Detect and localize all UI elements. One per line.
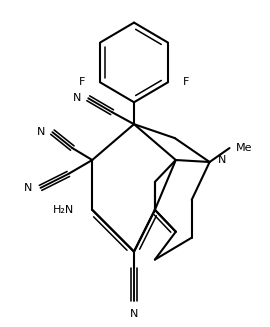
Text: H₂N: H₂N (53, 205, 74, 215)
Text: N: N (37, 127, 45, 137)
Text: Me: Me (235, 143, 252, 153)
Text: F: F (183, 77, 189, 87)
Text: N: N (73, 93, 81, 103)
Text: N: N (130, 309, 138, 319)
Text: N: N (24, 183, 32, 193)
Text: F: F (79, 77, 86, 87)
Text: N: N (218, 155, 226, 165)
